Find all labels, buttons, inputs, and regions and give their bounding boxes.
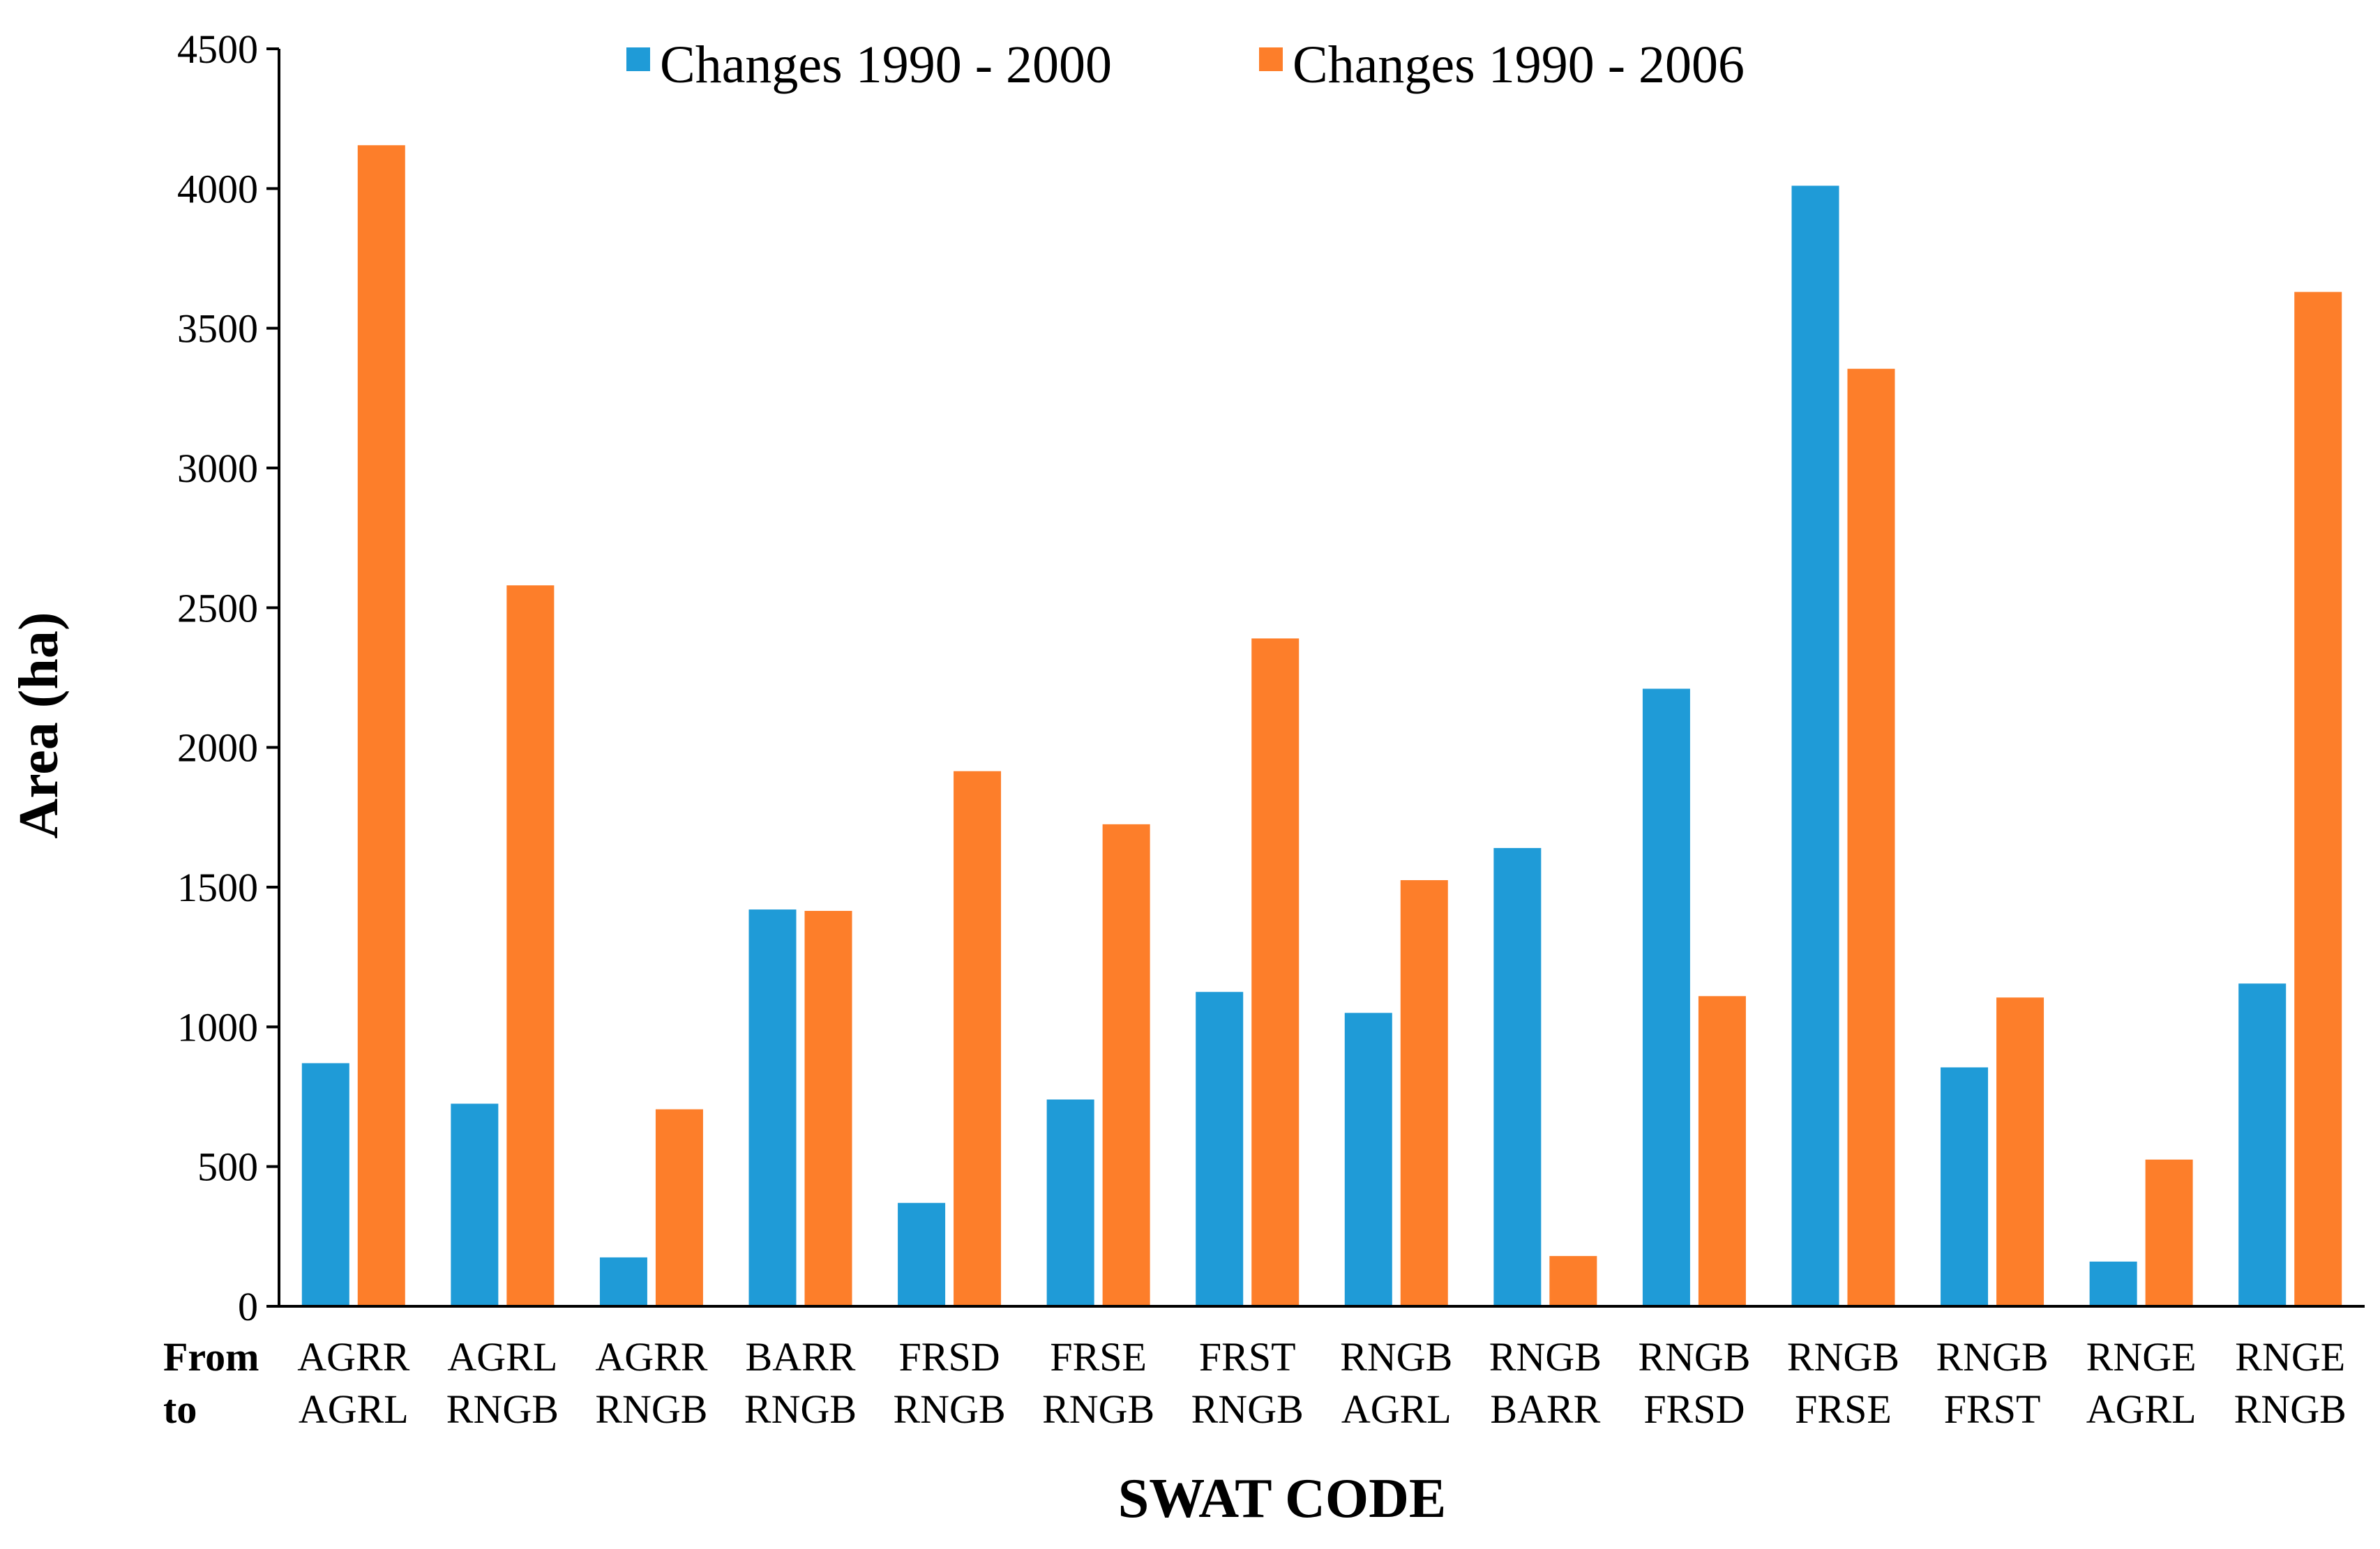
x-tick-label-from: RNGB (1638, 1334, 1750, 1380)
x-tick-label-to: AGRL (1341, 1386, 1452, 1432)
x-tick-label-from: FRST (1199, 1334, 1296, 1380)
y-tick-label: 3500 (177, 306, 258, 352)
bar-series-2-frsd-rngb (954, 771, 1002, 1306)
y-tick-label: 1000 (177, 1004, 258, 1050)
x-tick-label-from: BARR (746, 1334, 856, 1380)
x-tick-label-to: FRSE (1795, 1386, 1892, 1432)
bar-series-2-frst-rngb (1251, 638, 1300, 1306)
to-row-label: to (163, 1386, 197, 1432)
x-tick-label-from: FRSE (1050, 1334, 1147, 1380)
legend-label-series-2: Changes 1990 - 2006 (1293, 36, 1745, 94)
x-tick-label-to: RNGB (893, 1386, 1005, 1432)
x-tick-label-from: RNGB (1787, 1334, 1899, 1380)
y-tick-label: 4000 (177, 166, 258, 211)
bar-series-2-rnge-agrl (2145, 1159, 2193, 1306)
x-tick-label-to: FRSD (1643, 1386, 1745, 1432)
bar-series-1-rngb-frsd (1642, 688, 1690, 1306)
x-tick-label-from: FRSD (899, 1334, 1000, 1380)
bar-series-1-rnge-agrl (2089, 1261, 2137, 1306)
bars (301, 145, 2342, 1307)
x-tick-label-from: RNGB (1936, 1334, 2048, 1380)
bar-series-1-agrr-agrl (301, 1063, 349, 1306)
bar-series-2-rngb-agrl (1400, 879, 1448, 1306)
bar-series-2-agrr-agrl (357, 145, 405, 1307)
x-tick-label-to: RNGB (1042, 1386, 1154, 1432)
x-axis: From to AGRR AGRL AGRL RNGB AGRR RNGB BARR RNGB FR… (163, 1305, 2365, 1432)
bar-series-1-rngb-frst (1941, 1067, 1989, 1306)
y-axis-title: Area (ha) (8, 612, 70, 838)
bar-series-2-agrr-rngb (655, 1109, 703, 1306)
x-tick-label-from: AGRR (297, 1334, 409, 1380)
x-tick-label-from: RNGE (2235, 1334, 2345, 1380)
y-tick-label: 0 (238, 1284, 258, 1329)
x-tick-label-to: FRST (1944, 1386, 2041, 1432)
x-tick-label-to: RNGB (446, 1386, 559, 1432)
x-tick-label-from: AGRR (595, 1334, 707, 1380)
legend-label-series-1: Changes 1990 - 2000 (660, 36, 1112, 94)
y-tick-label: 2000 (177, 725, 258, 771)
bar-series-1-rngb-agrl (1344, 1013, 1392, 1306)
y-tick-label: 4500 (177, 27, 258, 72)
legend-swatch-series-2 (1259, 47, 1283, 71)
x-tick-label-from: RNGE (2086, 1334, 2197, 1380)
bar-series-2-rngb-frse (1847, 368, 1895, 1306)
x-axis-title: SWAT CODE (1118, 1468, 1447, 1529)
bar-series-1-agrr-rngb (599, 1257, 647, 1306)
x-tick-label-to: AGRL (2086, 1386, 2197, 1432)
bar-series-2-rngb-frst (1996, 997, 2044, 1306)
x-tick-label-from: RNGB (1489, 1334, 1602, 1380)
y-tick-label: 500 (197, 1144, 258, 1190)
legend: Changes 1990 - 2000 Changes 1990 - 2006 (626, 36, 1745, 94)
y-tick-label: 2500 (177, 585, 258, 630)
bar-series-2-rngb-frsd (1698, 996, 1746, 1306)
bar-series-2-rnge-rngb (2294, 292, 2342, 1307)
y-tick-label: 3000 (177, 446, 258, 491)
y-axis: 0 500 1000 1500 2000 2500 3000 3500 4000 4500 (177, 27, 280, 1329)
x-tick-label-to: RNGB (2234, 1386, 2347, 1432)
bar-series-1-rngb-frse (1791, 186, 1839, 1306)
x-tick-label-to: RNGB (1191, 1386, 1304, 1432)
y-tick-label: 1500 (177, 865, 258, 910)
bar-series-1-barr-rngb (748, 909, 797, 1306)
legend-swatch-series-1 (626, 47, 650, 71)
bar-series-2-agrl-rngb (506, 585, 555, 1306)
bar-series-2-barr-rngb (804, 911, 852, 1306)
x-tick-label-to: RNGB (744, 1386, 857, 1432)
bar-series-1-frst-rngb (1196, 992, 1244, 1306)
x-tick-label-from: AGRL (447, 1334, 557, 1380)
bar-series-1-rngb-barr (1493, 847, 1542, 1306)
bar-series-1-frse-rngb (1046, 1099, 1094, 1306)
bar-series-2-rngb-barr (1549, 1255, 1597, 1306)
x-tick-label-to: AGRL (299, 1386, 409, 1432)
bar-series-2-frse-rngb (1102, 824, 1150, 1306)
x-tick-label-to: RNGB (595, 1386, 707, 1432)
x-tick-label-to: BARR (1490, 1386, 1600, 1432)
bar-series-1-rnge-rngb (2238, 983, 2287, 1306)
x-tick-label-from: RNGB (1340, 1334, 1452, 1380)
bar-series-1-frsd-rngb (898, 1202, 946, 1306)
from-row-label: From (163, 1334, 259, 1380)
bar-series-1-agrl-rngb (451, 1103, 499, 1306)
